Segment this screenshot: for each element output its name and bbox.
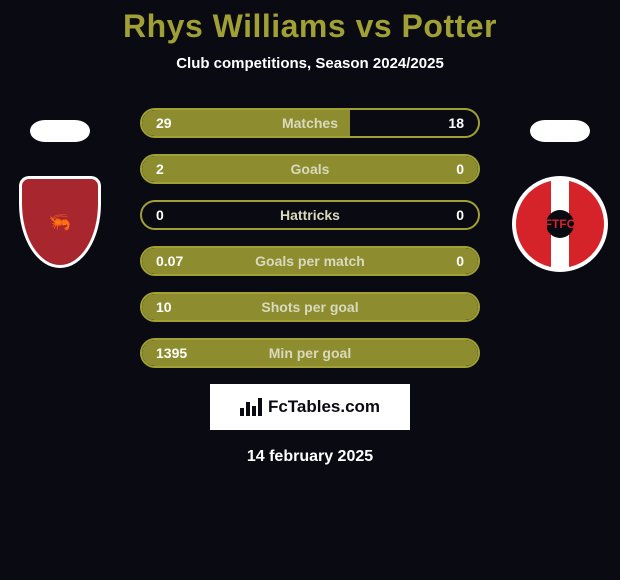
stat-rows: 29Matches182Goals00Hattricks00.07Goals p… [140, 108, 480, 368]
brand-text: FcTables.com [268, 397, 380, 417]
player-left-badges: 🦐 [0, 120, 120, 272]
stat-value-right: 0 [442, 253, 478, 269]
page-title: Rhys Williams vs Potter [0, 8, 620, 45]
stat-label: Goals per match [142, 253, 478, 269]
bar-chart-icon [240, 398, 262, 416]
country-flag-left [30, 120, 90, 142]
stat-label: Goals [142, 161, 478, 177]
badge-letters-right: FTFC [545, 218, 576, 230]
stat-row: 0.07Goals per match0 [140, 246, 480, 276]
country-flag-right [530, 120, 590, 142]
stat-label: Min per goal [142, 345, 478, 361]
stat-row: 0Hattricks0 [140, 200, 480, 230]
branding: FcTables.com [210, 384, 410, 430]
stat-value-right: 0 [442, 161, 478, 177]
round-badge-icon: FTFC [512, 176, 608, 272]
club-badge-left: 🦐 [10, 172, 110, 272]
stat-value-right: 0 [442, 207, 478, 223]
stat-row: 1395Min per goal [140, 338, 480, 368]
stat-label: Hattricks [142, 207, 478, 223]
club-badge-right: FTFC [510, 172, 610, 272]
stat-value-right: 18 [434, 115, 478, 131]
stat-label: Matches [142, 115, 478, 131]
comparison-infographic: Rhys Williams vs Potter Club competition… [0, 0, 620, 580]
player-right-badges: FTFC [500, 120, 620, 272]
stat-row: 10Shots per goal [140, 292, 480, 322]
stat-label: Shots per goal [142, 299, 478, 315]
stat-row: 2Goals0 [140, 154, 480, 184]
badge-glyph-left: 🦐 [49, 213, 71, 231]
date: 14 february 2025 [0, 448, 620, 466]
subtitle: Club competitions, Season 2024/2025 [0, 55, 620, 72]
stat-row: 29Matches18 [140, 108, 480, 138]
shield-icon: 🦐 [19, 176, 101, 268]
